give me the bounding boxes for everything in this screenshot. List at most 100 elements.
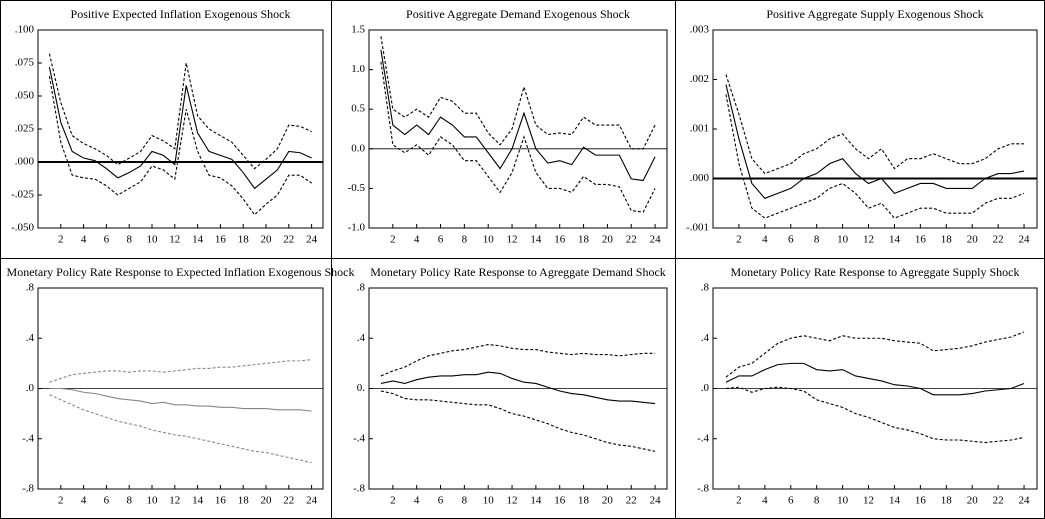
y-tick-label: .8 [26,282,35,294]
x-tick-label: 8 [462,495,468,507]
x-tick-label: 10 [147,234,159,246]
x-tick-label: 4 [762,234,768,246]
x-tick-label: 20 [602,495,614,507]
series-line [725,362,1025,396]
x-tick-label: 22 [993,234,1004,246]
series-line [380,61,656,213]
x-tick-label: 8 [462,234,468,246]
y-tick-label: .4 [26,332,35,344]
y-tick-label: 1.0 [351,63,365,75]
x-tick-label: 24 [650,495,662,507]
x-tick-label: 14 [889,495,901,507]
x-tick-label: 4 [81,495,87,507]
x-tick-label: 16 [215,234,227,246]
y-tick-label: 0.0 [351,142,365,154]
x-tick-label: 20 [967,234,979,246]
x-tick-label: 6 [438,234,444,246]
y-tick-label: -.8 [353,483,365,495]
x-tick-label: 4 [81,234,87,246]
y-tick-label: .8 [357,282,366,294]
y-tick-label: .002 [690,73,709,85]
x-tick-label: 12 [863,234,874,246]
x-tick-label: 16 [915,495,927,507]
x-tick-label: 24 [306,234,318,246]
series-line [49,394,312,464]
x-tick-label: 12 [169,495,180,507]
x-tick-label: 6 [438,495,444,507]
x-tick-label: 10 [483,495,495,507]
x-tick-label: 24 [650,234,662,246]
x-tick-label: 16 [554,234,566,246]
y-tick-label: 1.5 [351,24,365,36]
y-tick-label: -.050 [11,222,34,234]
x-tick-label: 14 [889,234,901,246]
y-tick-label: .4 [357,332,366,344]
x-tick-label: 18 [578,495,590,507]
chart-title: Positive Aggregate Demand Exogenous Shoc… [406,7,630,21]
y-tick-label: -.4 [697,432,709,444]
x-tick-label: 16 [915,234,927,246]
y-tick-label: .001 [690,123,709,135]
y-tick-label: -.001 [686,222,709,234]
x-tick-label: 6 [104,234,110,246]
x-tick-label: 10 [837,234,849,246]
x-tick-label: 24 [306,495,318,507]
plot-frame [368,29,668,229]
series-line [725,84,1025,199]
x-tick-label: 22 [283,234,294,246]
y-tick-label: 0.5 [351,103,365,115]
series-line [725,331,1025,378]
series-line [48,66,312,190]
y-tick-label: .0 [26,382,35,394]
x-tick-label: 16 [215,495,227,507]
x-tick-label: 18 [578,234,590,246]
series-line [49,359,312,383]
x-tick-label: 14 [192,234,204,246]
chart-title: Monetary Policy Rate Response to Agregga… [731,265,1020,279]
chart-title: Positive Expected Inflation Exogenous Sh… [71,7,291,21]
y-tick-label: -1.0 [348,222,366,234]
series-line [725,386,1025,444]
x-tick-label: 24 [1019,495,1031,507]
y-tick-label: -0.5 [348,182,366,194]
x-tick-label: 2 [58,495,64,507]
series-line [380,49,656,182]
series-line [725,94,1025,219]
x-tick-label: 8 [814,495,820,507]
x-tick-label: 20 [602,234,614,246]
x-tick-label: 20 [261,495,273,507]
x-tick-label: 18 [238,234,250,246]
x-tick-label: 18 [941,495,953,507]
x-tick-label: 2 [390,234,396,246]
x-tick-label: 12 [169,234,180,246]
y-tick-label: .025 [15,123,35,135]
chart-title: Monetary Policy Rate Response to Agregga… [370,265,666,279]
x-tick-label: 22 [626,234,637,246]
x-tick-label: 2 [736,495,742,507]
y-tick-label: .000 [690,172,710,184]
x-tick-label: 4 [414,495,420,507]
series-line [725,74,1025,175]
y-tick-label: -.4 [353,432,365,444]
x-tick-label: 10 [483,234,495,246]
x-tick-label: 2 [58,234,64,246]
y-tick-label: -.4 [22,432,34,444]
x-tick-label: 2 [736,234,742,246]
series-line [380,371,656,405]
x-tick-label: 8 [814,234,820,246]
x-tick-label: 24 [1019,234,1031,246]
x-tick-label: 8 [126,234,132,246]
x-tick-label: 14 [192,495,204,507]
chart-title: Positive Aggregate Supply Exogenous Shoc… [766,7,983,21]
x-tick-label: 20 [261,234,273,246]
x-tick-label: 18 [238,495,250,507]
y-tick-label: -.025 [11,189,34,201]
series-line [380,343,656,377]
y-tick-label: .0 [701,382,710,394]
y-tick-label: .000 [15,156,35,168]
y-tick-label: -.8 [697,483,709,495]
y-tick-label: .075 [15,57,35,69]
x-tick-label: 22 [993,495,1004,507]
